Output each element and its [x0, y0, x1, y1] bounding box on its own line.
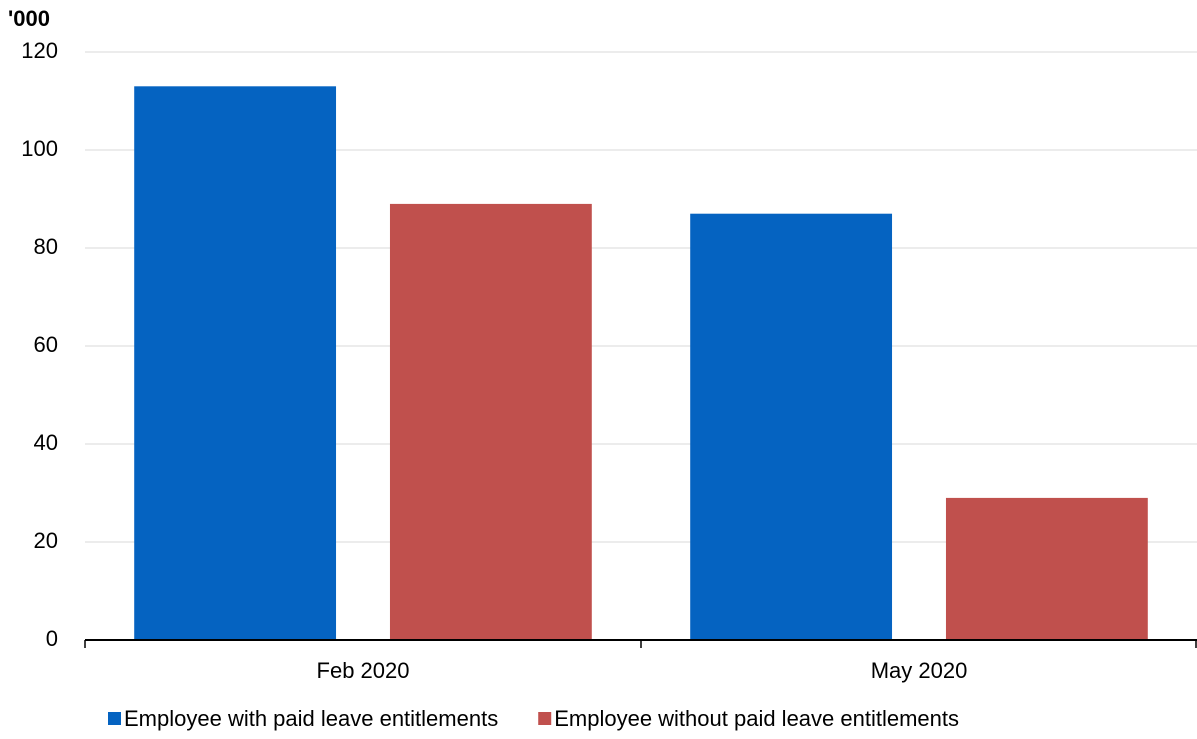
legend-label: Employee without paid leave entitlements — [554, 706, 959, 731]
y-axis-label: '000 — [8, 6, 50, 31]
y-tick-label: 0 — [46, 626, 58, 651]
legend-label: Employee with paid leave entitlements — [124, 706, 498, 731]
legend-swatch — [538, 712, 552, 725]
y-tick-label: 40 — [34, 430, 58, 455]
x-tick-label: Feb 2020 — [317, 658, 410, 683]
y-tick-label: 20 — [34, 528, 58, 553]
bar — [690, 213, 893, 640]
y-tick-label: 100 — [21, 136, 58, 161]
legend-swatch — [108, 712, 121, 725]
bar — [945, 497, 1148, 640]
y-tick-label: 120 — [21, 38, 58, 63]
bar — [389, 203, 592, 640]
x-tick-label: May 2020 — [871, 658, 968, 683]
bar — [134, 86, 337, 641]
y-tick-label: 80 — [34, 234, 58, 259]
y-tick-label: 60 — [34, 332, 58, 357]
